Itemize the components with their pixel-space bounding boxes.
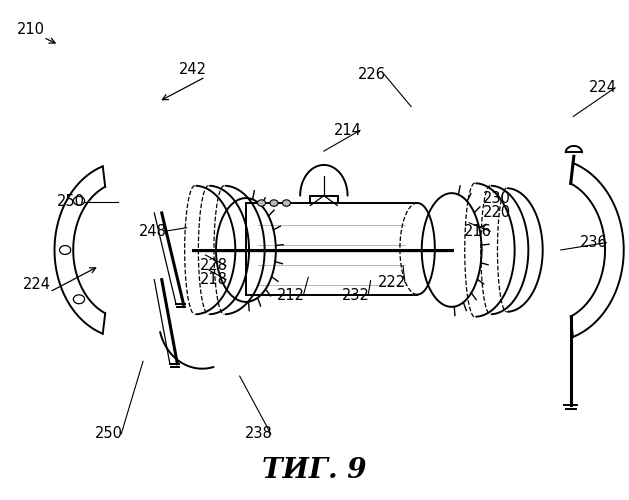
Circle shape <box>74 295 84 304</box>
Circle shape <box>257 200 265 206</box>
Text: 238: 238 <box>245 426 272 442</box>
Text: 226: 226 <box>358 67 386 82</box>
Text: 236: 236 <box>580 235 608 250</box>
Text: 218: 218 <box>199 272 228 287</box>
Text: 220: 220 <box>483 206 511 220</box>
Text: 224: 224 <box>589 80 616 96</box>
Circle shape <box>74 196 84 205</box>
Text: 248: 248 <box>138 224 166 238</box>
Text: 212: 212 <box>277 288 305 303</box>
Text: 250: 250 <box>95 426 123 442</box>
Text: 214: 214 <box>333 123 362 138</box>
Circle shape <box>60 246 70 254</box>
Text: 242: 242 <box>179 62 207 77</box>
Text: 222: 222 <box>379 274 406 289</box>
Text: 250: 250 <box>57 194 86 209</box>
Circle shape <box>270 200 278 206</box>
Text: ΤИГ. 9: ΤИГ. 9 <box>262 456 367 483</box>
Text: 224: 224 <box>23 277 51 292</box>
Circle shape <box>282 200 291 206</box>
Text: 230: 230 <box>483 190 511 206</box>
Text: 216: 216 <box>464 224 492 238</box>
Text: 210: 210 <box>17 22 45 38</box>
Text: 228: 228 <box>199 258 228 274</box>
Text: 232: 232 <box>342 288 370 303</box>
